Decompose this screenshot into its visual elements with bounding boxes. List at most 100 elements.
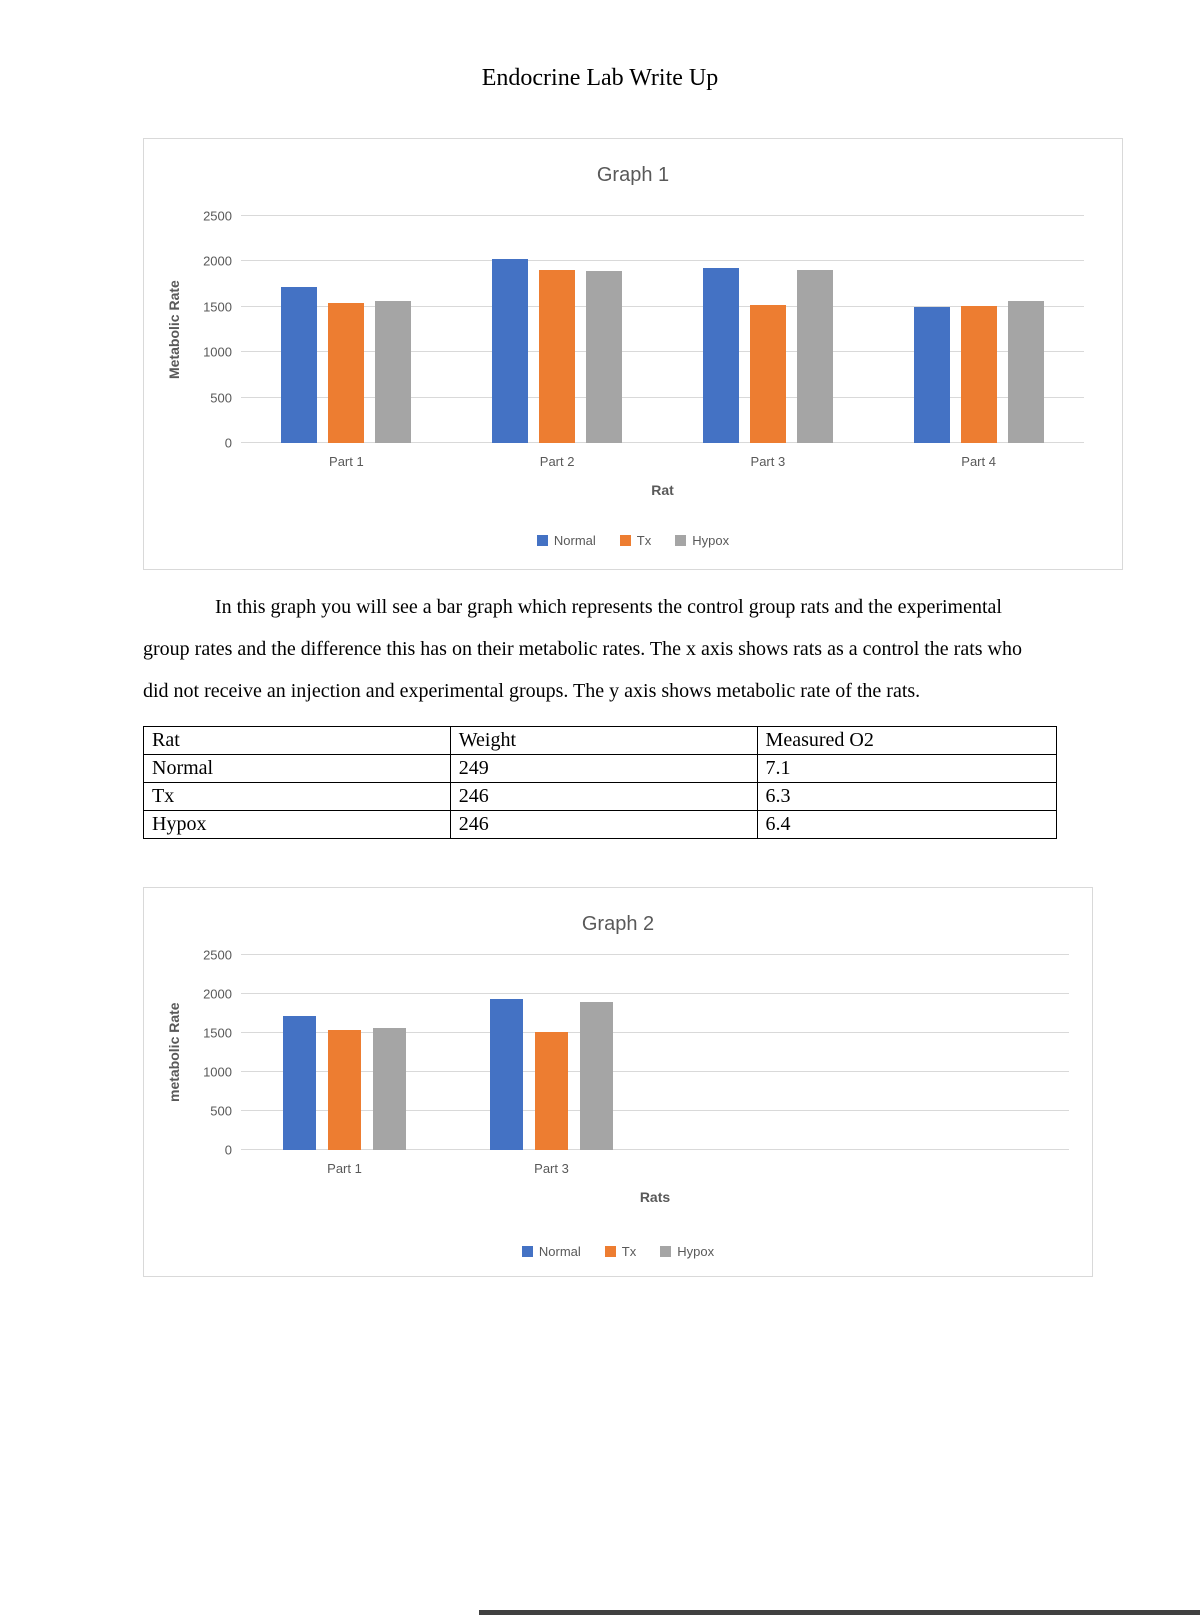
x-tick-label	[655, 1160, 862, 1178]
legend-swatch-hypox	[660, 1246, 672, 1257]
x-tick-label	[862, 1160, 1069, 1178]
gridline	[241, 993, 1069, 994]
y-tick-label: 1500	[203, 1025, 232, 1041]
x-tick-label: Part 1	[327, 1161, 362, 1176]
rat-measurements-table: Rat Weight Measured O2 Normal 249 7.1 Tx 246 6.…	[143, 726, 1058, 839]
table-header-cell: Rat	[143, 726, 451, 755]
category-group	[862, 955, 1069, 1150]
y-tick-label: 2500	[203, 208, 232, 224]
x-tick-label: Part 3	[534, 1161, 569, 1176]
x-axis-title: Rats	[639, 1189, 671, 1205]
table-cell: 246	[449, 782, 758, 811]
bar-tx	[328, 302, 365, 443]
gridline	[241, 351, 1084, 353]
gridline	[241, 260, 1084, 262]
category-group	[448, 955, 655, 1150]
y-tick-label: 0	[224, 1142, 232, 1158]
bar-hypox	[373, 1027, 406, 1150]
table-cell: Normal	[143, 754, 451, 783]
x-tick-label: Part 1	[329, 454, 364, 469]
gridline	[241, 305, 1084, 307]
y-tick-label: 1000	[203, 344, 232, 360]
y-tick-label: 500	[210, 390, 232, 406]
legend-swatch-normal	[521, 1246, 533, 1257]
y-tick-label: 2000	[203, 986, 232, 1002]
y-axis-title: metabolic Rate	[166, 1002, 182, 1103]
x-axis-labels: Part 1 Part 3	[241, 1160, 1069, 1178]
gridline	[241, 215, 1084, 216]
category-group	[663, 216, 874, 443]
bar-normal	[702, 267, 739, 443]
bar-hypox	[1007, 300, 1044, 443]
y-tick-label: 1500	[203, 299, 232, 315]
legend-item: Hypox	[660, 1244, 714, 1259]
legend-label: Normal	[538, 1244, 581, 1259]
graph1-bar-chart[interactable]: Graph 1 0 500 1000 1500 2000 2500 Metabolic Rat…	[143, 138, 1123, 570]
y-tick-label: 1000	[203, 1064, 232, 1080]
gridline	[241, 442, 1084, 443]
table-row: Normal 249 7.1	[143, 754, 1058, 783]
chart-title: Graph 2	[581, 913, 655, 935]
bars	[241, 955, 1069, 1150]
bottom-edge-bar	[479, 1610, 1200, 1615]
bar-hypox	[375, 300, 412, 443]
x-tick-label: Part 3	[750, 454, 786, 469]
legend-item: Normal	[521, 1244, 581, 1259]
category-group	[241, 955, 448, 1150]
bar-hypox	[580, 1001, 613, 1150]
table-row: Hypox 246 6.4	[143, 810, 1058, 839]
legend-swatch-tx	[619, 535, 631, 546]
bar-normal	[492, 258, 529, 443]
bar-normal	[913, 306, 950, 443]
x-axis-labels: Part 1 Part 2 Part 3 Part 4	[241, 453, 1084, 471]
legend-label: Normal	[553, 533, 596, 548]
category-group	[873, 216, 1084, 443]
legend-label: Tx	[621, 1244, 637, 1259]
bar-tx	[749, 304, 786, 443]
bar-hypox	[586, 271, 623, 443]
document-title: Endocrine Lab Write Up	[481, 65, 719, 91]
legend-swatch-hypox	[675, 535, 687, 546]
x-tick-label: Part 2	[539, 454, 575, 469]
y-tick-label: 2500	[203, 947, 232, 963]
legend: Normal Tx Hypox	[144, 1244, 1092, 1259]
table-cell: 6.4	[756, 810, 1058, 839]
plot-area: 0 500 1000 1500 2000 2500 metabolic Rate	[166, 949, 1069, 1157]
bar-normal	[490, 999, 523, 1150]
bar-normal	[283, 1015, 316, 1150]
bars	[241, 216, 1084, 443]
legend-item: Normal	[536, 533, 596, 548]
table-header-row: Rat Weight Measured O2	[143, 726, 1058, 755]
legend-item: Tx	[604, 1244, 637, 1259]
y-tick-label: 0	[224, 435, 232, 451]
legend-swatch-tx	[604, 1246, 616, 1257]
legend-item: Hypox	[675, 533, 729, 548]
y-tick-label: 500	[210, 1103, 232, 1119]
table-cell: 246	[449, 810, 758, 839]
legend: Normal Tx Hypox	[144, 533, 1122, 548]
gridline	[241, 954, 1069, 955]
bar-normal	[281, 286, 318, 443]
plot-area: 0 500 1000 1500 2000 2500 Metabolic Rate	[166, 210, 1084, 450]
bar-tx	[539, 270, 576, 443]
category-group	[655, 955, 862, 1150]
legend-label: Tx	[636, 533, 652, 548]
bar-hypox	[796, 270, 833, 443]
y-axis-title: Metabolic Rate	[166, 280, 182, 379]
table-header-cell: Measured O2	[756, 726, 1058, 755]
x-axis-title: Rat	[651, 482, 674, 498]
table-body: Normal 249 7.1 Tx 246 6.3 Hypox 246 6.4	[143, 754, 1058, 839]
table-cell: 7.1	[756, 754, 1058, 783]
graph2-bar-chart[interactable]: Graph 2 0 500 1000 1500 2000 2500 metabolic Rat…	[143, 887, 1093, 1277]
legend-label: Hypox	[692, 533, 730, 548]
graph-description-paragraph: In this graph you will see a bar graph w…	[143, 596, 1023, 702]
legend-label: Hypox	[677, 1244, 715, 1259]
table-cell: Tx	[143, 782, 451, 811]
gridline	[241, 1032, 1069, 1033]
category-group	[241, 216, 452, 443]
gridline	[241, 396, 1084, 398]
bar-tx	[960, 305, 997, 443]
y-tick-label: 2000	[203, 253, 232, 269]
table-row: Tx 246 6.3	[143, 782, 1058, 811]
table-cell: 6.3	[756, 782, 1058, 811]
